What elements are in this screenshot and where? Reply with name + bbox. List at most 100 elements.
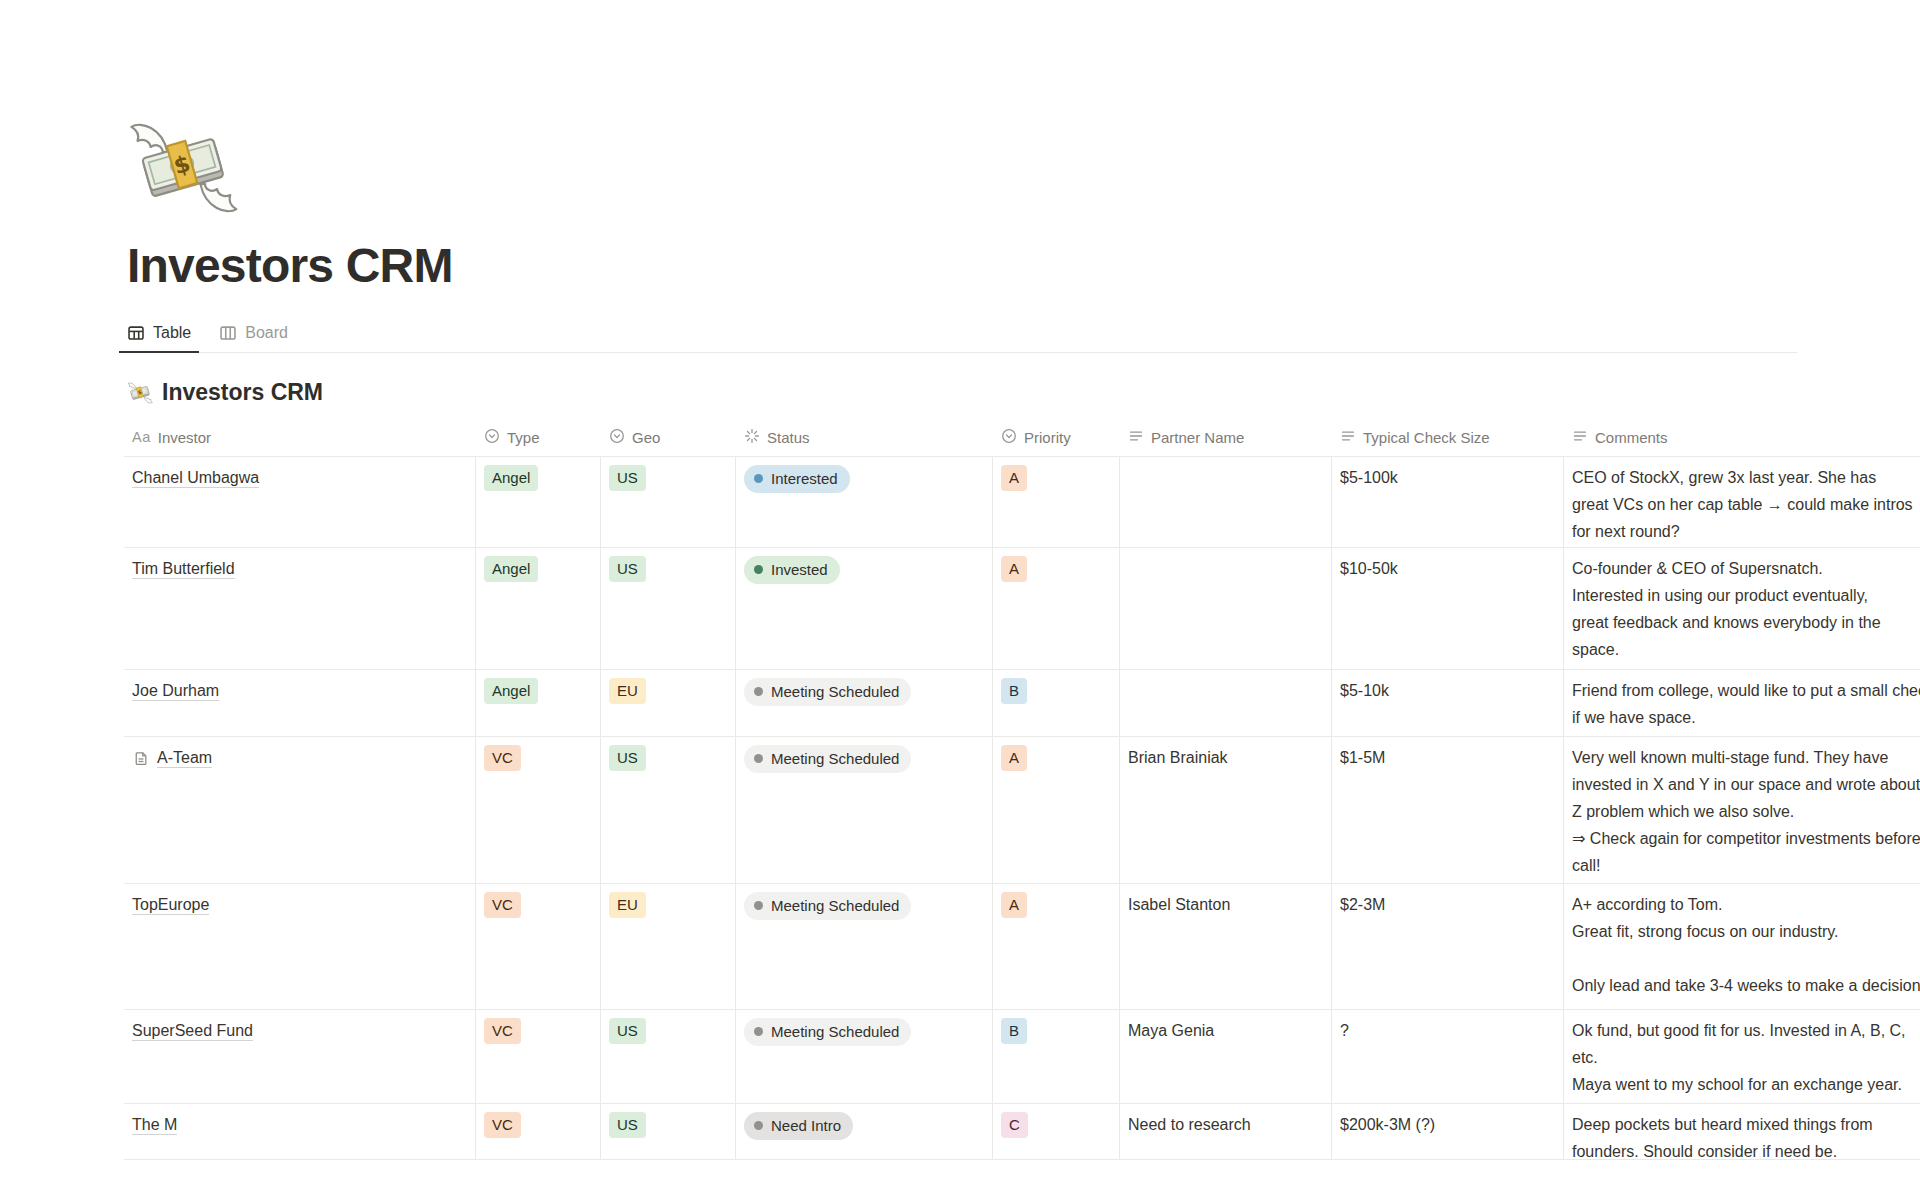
cell-investor[interactable]: A-Team xyxy=(124,737,476,883)
cell-type[interactable]: Angel xyxy=(476,670,601,736)
column-header-priority[interactable]: Priority xyxy=(993,428,1120,447)
cell-partner-name[interactable]: Brian Brainiak xyxy=(1120,737,1332,883)
status-dot-icon xyxy=(754,1027,763,1036)
status-dot-icon xyxy=(754,754,763,763)
cell-status[interactable]: Invested xyxy=(736,548,993,669)
cell-typical-check-size[interactable]: $1-5M xyxy=(1332,737,1564,883)
cell-comments[interactable]: Ok fund, but good fit for us. Invested i… xyxy=(1564,1010,1920,1103)
column-header-comments[interactable]: Comments xyxy=(1564,428,1920,447)
cell-geo[interactable]: EU xyxy=(601,884,736,1009)
cell-partner-name[interactable]: Isabel Stanton xyxy=(1120,884,1332,1009)
cell-priority[interactable]: A xyxy=(993,884,1120,1009)
select-tag: A xyxy=(1001,465,1027,491)
column-header-label: Geo xyxy=(632,429,660,446)
table-header-row: AaInvestor Type Geo StatusPriorityPartner N… xyxy=(124,418,1920,457)
cell-priority[interactable]: A xyxy=(993,548,1120,669)
cell-comments[interactable]: Co-founder & CEO of Supersnatch.Interest… xyxy=(1564,548,1920,669)
select-icon xyxy=(609,428,625,447)
comment-line: etc. xyxy=(1572,1044,1920,1071)
cell-priority[interactable]: B xyxy=(993,1010,1120,1103)
table-row: TopEurope VC EU Meeting Scheduled A Isabel St… xyxy=(124,884,1920,1010)
investor-name-link[interactable]: Tim Butterfield xyxy=(132,560,235,579)
cell-type[interactable]: Angel xyxy=(476,457,601,547)
column-header-investor[interactable]: AaInvestor xyxy=(124,429,476,446)
comment-line: great VCs on her cap table → could make … xyxy=(1572,491,1920,518)
cell-comments[interactable]: Very well known multi-stage fund. They h… xyxy=(1564,737,1920,883)
column-header-type[interactable]: Type xyxy=(476,428,601,447)
cell-type[interactable]: VC xyxy=(476,1010,601,1103)
partner-name-text: Isabel Stanton xyxy=(1128,896,1230,913)
cell-geo[interactable]: US xyxy=(601,457,736,547)
cell-investor[interactable]: Tim Butterfield xyxy=(124,548,476,669)
column-header-label: Type xyxy=(507,429,540,446)
cell-priority[interactable]: A xyxy=(993,457,1120,547)
cell-geo[interactable]: US xyxy=(601,548,736,669)
cell-partner-name[interactable] xyxy=(1120,457,1332,547)
column-header-partner[interactable]: Partner Name xyxy=(1120,428,1332,447)
cell-geo[interactable]: EU xyxy=(601,670,736,736)
cell-status[interactable]: Interested xyxy=(736,457,993,547)
cell-typical-check-size[interactable]: $10-50k xyxy=(1332,548,1564,669)
cell-status[interactable]: Meeting Scheduled xyxy=(736,884,993,1009)
column-header-geo[interactable]: Geo xyxy=(601,428,736,447)
cell-priority[interactable]: B xyxy=(993,670,1120,736)
cell-comments[interactable]: A+ according to Tom.Great fit, strong fo… xyxy=(1564,884,1920,1009)
cell-status[interactable]: Meeting Scheduled xyxy=(736,1010,993,1103)
cell-status[interactable]: Meeting Scheduled xyxy=(736,670,993,736)
cell-partner-name[interactable]: Maya Genia xyxy=(1120,1010,1332,1103)
select-tag: EU xyxy=(609,892,646,918)
select-tag: Angel xyxy=(484,556,538,582)
cell-geo[interactable]: US xyxy=(601,1104,736,1159)
cell-geo[interactable]: US xyxy=(601,1010,736,1103)
investor-name-link[interactable]: Joe Durham xyxy=(132,682,219,701)
column-header-check[interactable]: Typical Check Size xyxy=(1332,428,1564,447)
tab-board[interactable]: Board xyxy=(211,317,296,353)
select-tag: A xyxy=(1001,892,1027,918)
cell-geo[interactable]: US xyxy=(601,737,736,883)
cell-partner-name[interactable]: Need to research xyxy=(1120,1104,1332,1159)
cell-typical-check-size[interactable]: $200k-3M (?) xyxy=(1332,1104,1564,1159)
cell-investor[interactable]: TopEurope xyxy=(124,884,476,1009)
investor-name-link[interactable]: A-Team xyxy=(157,749,212,768)
investor-name-link[interactable]: SuperSeed Fund xyxy=(132,1022,253,1041)
column-header-label: Typical Check Size xyxy=(1363,429,1490,446)
investor-name-link[interactable]: TopEurope xyxy=(132,896,209,915)
cell-type[interactable]: VC xyxy=(476,1104,601,1159)
cell-type[interactable]: VC xyxy=(476,884,601,1009)
cell-type[interactable]: Angel xyxy=(476,548,601,669)
investor-name-link[interactable]: The M xyxy=(132,1116,177,1135)
cell-status[interactable]: Need Intro xyxy=(736,1104,993,1159)
select-tag: US xyxy=(609,465,646,491)
status-icon xyxy=(744,428,760,447)
select-tag: VC xyxy=(484,1018,521,1044)
cell-investor[interactable]: The M xyxy=(124,1104,476,1159)
cell-investor[interactable]: SuperSeed Fund xyxy=(124,1010,476,1103)
cell-partner-name[interactable] xyxy=(1120,670,1332,736)
investor-name-link[interactable]: Chanel Umbagwa xyxy=(132,469,259,488)
comment-line: great feedback and knows everybody in th… xyxy=(1572,609,1920,636)
partner-name-text: Brian Brainiak xyxy=(1128,749,1228,766)
page-icon-money-with-wings-emoji[interactable] xyxy=(127,112,239,224)
cell-status[interactable]: Meeting Scheduled xyxy=(736,737,993,883)
tab-board-label: Board xyxy=(245,324,288,342)
cell-priority[interactable]: A xyxy=(993,737,1120,883)
cell-typical-check-size[interactable]: $2-3M xyxy=(1332,884,1564,1009)
cell-priority[interactable]: C xyxy=(993,1104,1120,1159)
cell-comments[interactable]: Friend from college, would like to put a… xyxy=(1564,670,1920,736)
column-header-status[interactable]: Status xyxy=(736,428,993,447)
select-tag: VC xyxy=(484,745,521,771)
cell-partner-name[interactable] xyxy=(1120,548,1332,669)
cell-typical-check-size[interactable]: $5-10k xyxy=(1332,670,1564,736)
cell-type[interactable]: VC xyxy=(476,737,601,883)
board-view-icon xyxy=(219,324,237,342)
cell-investor[interactable]: Joe Durham xyxy=(124,670,476,736)
tab-table[interactable]: Table xyxy=(119,317,199,353)
cell-comments[interactable]: CEO of StockX, grew 3x last year. She ha… xyxy=(1564,457,1920,547)
cell-typical-check-size[interactable]: ? xyxy=(1332,1010,1564,1103)
table-row: SuperSeed Fund VC USMeeting ScheduledBMaya… xyxy=(124,1010,1920,1104)
cell-typical-check-size[interactable]: $5-100k xyxy=(1332,457,1564,547)
text-icon xyxy=(1128,428,1144,447)
cell-investor[interactable]: Chanel Umbagwa xyxy=(124,457,476,547)
cell-comments[interactable]: Deep pockets but heard mixed things from… xyxy=(1564,1104,1920,1159)
comment-line: Friend from college, would like to put a… xyxy=(1572,677,1920,704)
